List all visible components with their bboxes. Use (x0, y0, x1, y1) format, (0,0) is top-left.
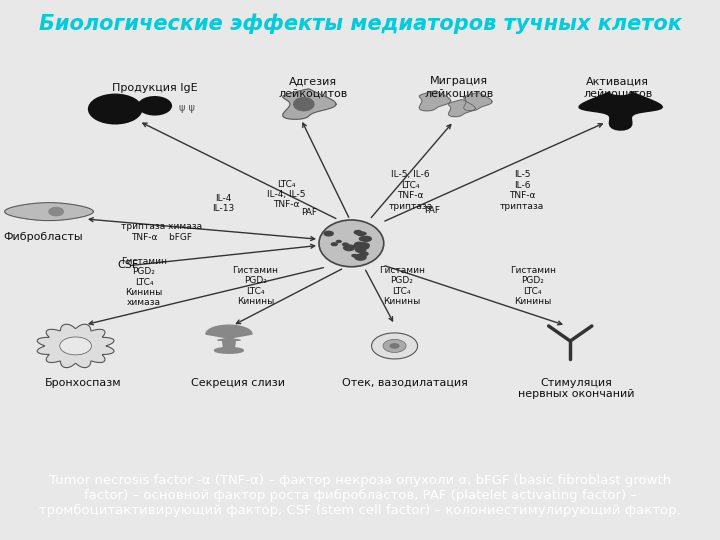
Text: Бронхоспазм: Бронхоспазм (45, 377, 121, 388)
Text: PAF: PAF (424, 206, 440, 215)
Text: PAF: PAF (302, 208, 318, 217)
Text: Миграция
лейкоцитов: Миграция лейкоцитов (425, 77, 494, 98)
Text: Секреция слизи: Секреция слизи (191, 377, 284, 388)
Circle shape (360, 232, 366, 235)
Circle shape (351, 254, 358, 258)
Polygon shape (49, 207, 63, 215)
Circle shape (355, 246, 366, 253)
Text: LTC₄
IL-4, IL-5
TNF-α: LTC₄ IL-4, IL-5 TNF-α (267, 180, 306, 210)
Polygon shape (464, 93, 492, 111)
Polygon shape (222, 340, 235, 350)
Text: Tumor necrosis factor -α (TNF-α) – фактор некроза опухоли α, bFGF (basic fibrobl: Tumor necrosis factor -α (TNF-α) – факто… (39, 474, 681, 517)
Circle shape (342, 242, 349, 246)
Text: IL-5, IL-6
LTC₄
TNF-α
триптаза: IL-5, IL-6 LTC₄ TNF-α триптаза (388, 170, 433, 211)
Circle shape (330, 242, 338, 246)
Text: Фибробласты: Фибробласты (4, 232, 83, 242)
Circle shape (354, 230, 362, 235)
Polygon shape (215, 348, 243, 353)
Text: Биологические эффекты медиаторов тучных клеток: Биологические эффекты медиаторов тучных … (39, 14, 681, 34)
Circle shape (356, 231, 365, 237)
Text: Гистамин
PGD₂
LTC₄
Кинины: Гистамин PGD₂ LTC₄ Кинины (379, 266, 425, 306)
Text: Стимуляция
нервных окончаний: Стимуляция нервных окончаний (518, 377, 634, 399)
Text: Адгезия
лейкоцитов: Адгезия лейкоцитов (279, 77, 348, 98)
Circle shape (354, 241, 364, 247)
Text: IL-5
IL-6
TNF-α
триптаза: IL-5 IL-6 TNF-α триптаза (500, 170, 544, 211)
Circle shape (138, 96, 172, 116)
Text: CSF: CSF (117, 260, 139, 269)
Polygon shape (60, 337, 91, 355)
Text: Продукция IgE: Продукция IgE (112, 83, 197, 92)
Circle shape (358, 242, 370, 249)
Text: Гистамин
PGD₂
LTC₄
Кинины
химаза: Гистамин PGD₂ LTC₄ Кинины химаза (121, 256, 167, 307)
Circle shape (354, 254, 367, 261)
Text: IL-4
IL-13: IL-4 IL-13 (212, 194, 234, 213)
Circle shape (361, 245, 369, 249)
Polygon shape (37, 324, 114, 368)
Circle shape (361, 235, 372, 242)
Text: Гистамин
PGD₂
LTC₄
Кинины: Гистамин PGD₂ LTC₄ Кинины (233, 266, 279, 306)
Text: Гистамин
PGD₂
LTC₄
Кинины: Гистамин PGD₂ LTC₄ Кинины (510, 266, 556, 306)
Polygon shape (283, 89, 336, 119)
Circle shape (336, 240, 342, 243)
Polygon shape (579, 92, 662, 130)
Text: Отек, вазодилатация: Отек, вазодилатация (342, 377, 467, 388)
Circle shape (354, 242, 365, 249)
Text: Активация
лейкоцитов: Активация лейкоцитов (583, 77, 652, 98)
Text: триптаза химаза
TNF-α    bFGF: триптаза химаза TNF-α bFGF (122, 222, 202, 242)
Polygon shape (449, 100, 475, 117)
Polygon shape (294, 98, 314, 111)
Polygon shape (419, 91, 451, 111)
Circle shape (359, 251, 369, 256)
Polygon shape (372, 333, 418, 359)
Circle shape (359, 236, 369, 241)
Text: ψ ψ: ψ ψ (179, 103, 194, 113)
Circle shape (323, 231, 334, 237)
Circle shape (343, 244, 355, 251)
Circle shape (356, 254, 364, 258)
Polygon shape (5, 202, 94, 220)
Ellipse shape (319, 220, 384, 267)
Polygon shape (206, 325, 252, 340)
Polygon shape (390, 343, 400, 349)
Circle shape (88, 93, 143, 125)
Polygon shape (383, 340, 406, 353)
